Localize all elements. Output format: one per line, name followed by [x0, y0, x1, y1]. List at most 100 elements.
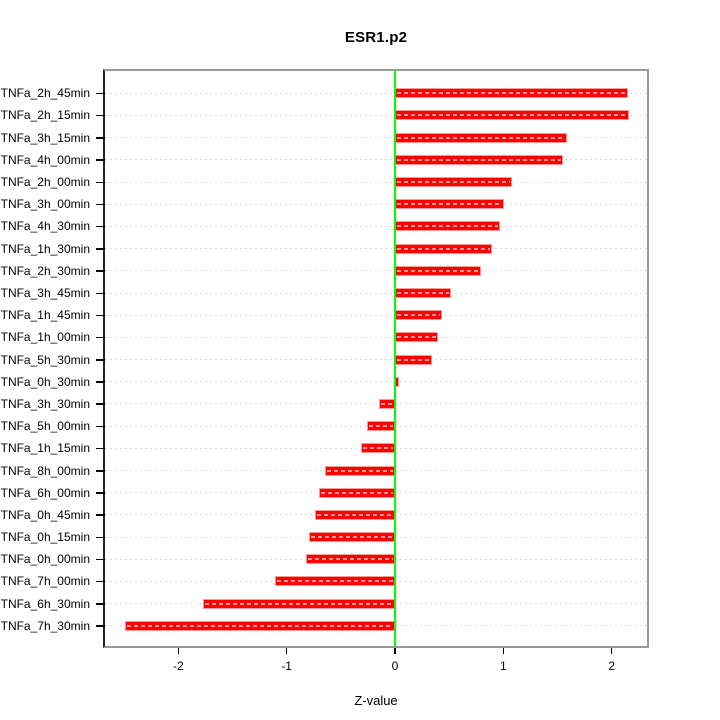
- y-tick-label: TNFa_4h_30min: [0, 219, 90, 234]
- y-tick-label: TNFa_0h_00min: [0, 552, 90, 567]
- bar-dash-pattern: [397, 336, 437, 339]
- y-tick: [96, 603, 105, 605]
- y-tick: [96, 625, 105, 627]
- y-tick-label: TNFa_1h_00min: [0, 330, 90, 345]
- y-tick-label: TNFa_3h_00min: [0, 197, 90, 212]
- x-tick: [502, 648, 505, 654]
- y-tick-label: TNFa_1h_15min: [0, 441, 90, 456]
- y-tick: [96, 181, 105, 184]
- y-tick: [96, 359, 105, 361]
- bar-dash-pattern: [316, 513, 393, 516]
- plot-area: [103, 69, 649, 648]
- y-tick: [96, 470, 105, 472]
- gridline: [105, 292, 647, 294]
- bar: [395, 221, 501, 232]
- y-tick-label: TNFa_3h_15min: [0, 130, 90, 145]
- bar-dash-pattern: [397, 314, 440, 317]
- y-tick-label: TNFa_5h_30min: [0, 352, 90, 367]
- bar: [395, 354, 432, 365]
- gridline: [105, 248, 647, 250]
- bar-dash-pattern: [326, 469, 393, 472]
- bar-dash-pattern: [397, 158, 561, 161]
- y-tick-label: TNFa_0h_30min: [0, 374, 90, 389]
- bar: [395, 243, 493, 254]
- bar: [361, 443, 395, 454]
- x-axis-title: Z-value: [354, 693, 398, 708]
- gridline: [105, 203, 647, 205]
- y-tick-label: TNFa_0h_15min: [0, 530, 90, 545]
- y-tick: [96, 203, 105, 206]
- bar: [395, 288, 452, 298]
- gridline: [105, 336, 647, 338]
- y-tick-label: TNFa_7h_30min: [0, 618, 90, 633]
- gridline: [105, 181, 647, 183]
- gridline: [105, 359, 647, 361]
- bar: [314, 509, 395, 520]
- bar-dash-pattern: [397, 92, 626, 95]
- bar: [324, 465, 395, 476]
- y-tick-label: TNFa_5h_00min: [0, 419, 90, 434]
- bar-dash-pattern: [397, 114, 627, 117]
- y-tick: [96, 137, 105, 139]
- y-tick-label: TNFa_3h_45min: [0, 286, 90, 300]
- bar-dash-pattern: [397, 203, 503, 206]
- y-tick: [96, 580, 105, 583]
- x-tick: [177, 648, 180, 654]
- y-tick-label: TNFa_1h_45min: [0, 308, 90, 323]
- x-tick: [394, 648, 396, 654]
- gridline: [105, 114, 647, 116]
- y-tick: [96, 536, 105, 539]
- x-tick-label: 0: [391, 659, 399, 673]
- bar-dash-pattern: [276, 580, 393, 583]
- y-tick: [96, 558, 105, 561]
- x-tick-label: -1: [281, 659, 292, 673]
- gridline: [105, 159, 647, 161]
- bar: [319, 487, 395, 498]
- bar: [203, 598, 395, 609]
- bar-dash-pattern: [397, 247, 491, 250]
- bar: [309, 532, 395, 543]
- y-tick: [96, 403, 105, 405]
- y-tick-label: TNFa_2h_30min: [0, 263, 90, 278]
- bar-dash-pattern: [397, 292, 450, 294]
- bar-dash-pattern: [368, 425, 393, 428]
- y-tick: [96, 514, 105, 516]
- gridline: [105, 314, 647, 316]
- y-tick: [96, 225, 105, 228]
- zero-reference-line: [394, 71, 396, 646]
- bar: [395, 332, 439, 343]
- bar-dash-pattern: [363, 447, 393, 450]
- bar-dash-pattern: [397, 269, 479, 272]
- bar: [395, 154, 563, 165]
- gridline: [105, 270, 647, 272]
- bar: [395, 110, 629, 121]
- bar: [274, 576, 395, 587]
- bar-dash-pattern: [380, 402, 393, 405]
- y-tick: [96, 447, 105, 450]
- y-tick: [96, 159, 105, 161]
- x-tick-label: 1: [499, 659, 507, 673]
- y-tick: [96, 314, 105, 317]
- gridline: [105, 225, 647, 227]
- y-tick-label: TNFa_6h_30min: [0, 596, 90, 611]
- y-tick: [96, 336, 105, 339]
- y-tick-label: TNFa_7h_00min: [0, 574, 90, 589]
- bar: [366, 421, 395, 432]
- y-tick-label: TNFa_2h_45min: [0, 86, 90, 101]
- x-tick-label: -2: [172, 659, 184, 673]
- gridline: [105, 137, 647, 139]
- y-tick-label: TNFa_2h_00min: [0, 175, 90, 190]
- bar: [125, 620, 395, 631]
- y-tick: [96, 92, 105, 95]
- y-tick: [96, 114, 105, 117]
- gridline: [105, 92, 647, 94]
- bar-dash-pattern: [397, 225, 499, 228]
- bar-dash-pattern: [311, 536, 393, 539]
- bar: [395, 310, 442, 321]
- x-tick: [610, 648, 613, 654]
- gridline: [105, 403, 647, 405]
- bar: [306, 554, 395, 565]
- y-tick: [96, 425, 105, 428]
- bar-dash-pattern: [127, 624, 393, 627]
